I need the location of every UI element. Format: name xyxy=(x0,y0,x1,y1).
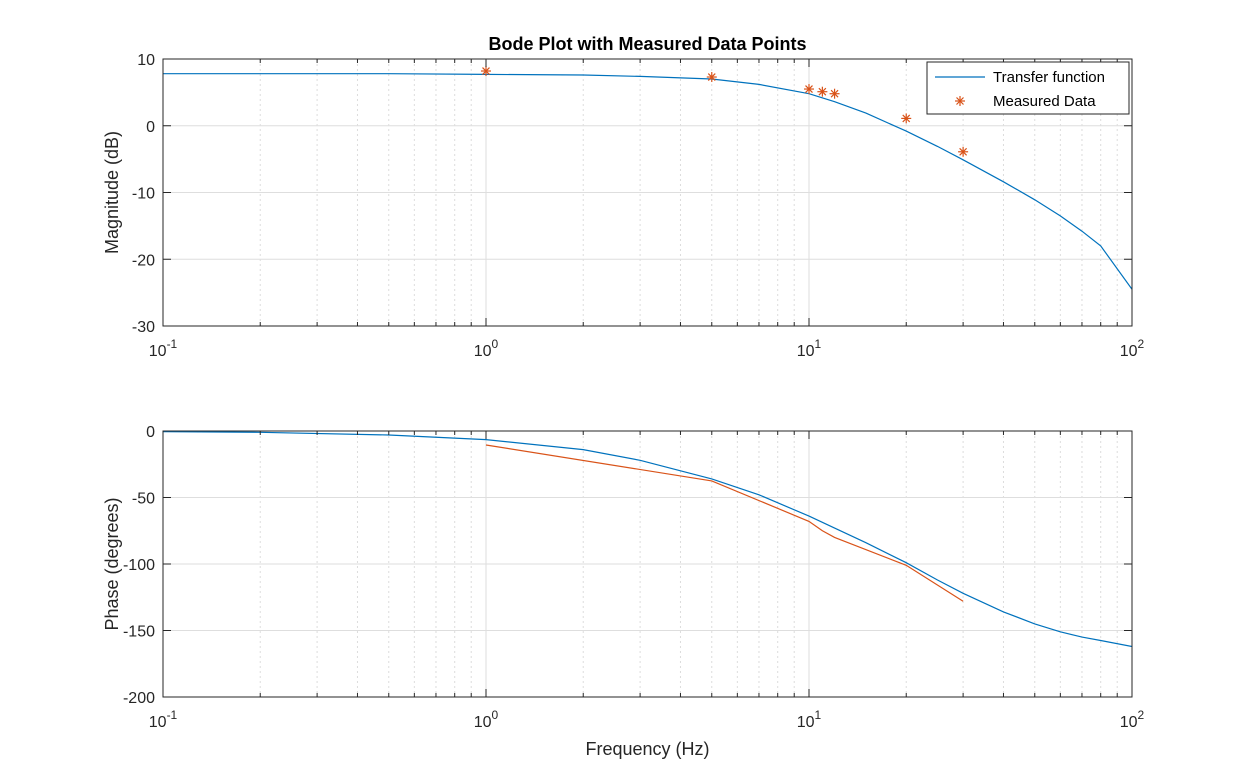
marker-stroke xyxy=(805,85,813,93)
phase-series-transfer-function-line xyxy=(163,431,1132,648)
legend-entry-label: Measured Data xyxy=(993,93,1096,110)
magnitude-series-measured-data-point xyxy=(901,113,912,124)
phase-x-tick-label: 102 xyxy=(1120,708,1145,731)
magnitude-series-transfer-function-line xyxy=(163,73,1132,290)
marker-stroke xyxy=(818,87,827,96)
marker-stroke xyxy=(902,114,911,123)
phase-x-tick-label: 100 xyxy=(474,708,499,731)
phase-y-tick-label: 0 xyxy=(146,424,155,441)
magnitude-series-measured-data-point xyxy=(817,86,828,97)
marker-stroke xyxy=(830,89,839,98)
phase-axes: 10-1 100 101 102 0 -50 -100 -150 -200 Phase (degr… xyxy=(102,424,1145,759)
phase-y-tick-label: -50 xyxy=(132,491,155,508)
marker-stroke xyxy=(959,147,968,156)
legend-box xyxy=(926,61,1130,115)
phase-series-measured-data-line xyxy=(485,444,964,602)
magnitude-y-tick-label: -20 xyxy=(132,252,155,269)
magnitude-y-tick-label: -30 xyxy=(132,319,155,336)
phase-x-axis-label: Frequency (Hz) xyxy=(585,739,709,759)
magnitude-series-measured-data-point xyxy=(829,88,840,99)
phase-y-tick-label: -150 xyxy=(123,624,155,641)
magnitude-y-tick-label: -10 xyxy=(132,186,155,203)
magnitude-x-tick-label: 10-1 xyxy=(149,337,178,360)
magnitude-y-tick-label: 10 xyxy=(137,52,155,69)
legend: Transfer function Measured Data xyxy=(926,61,1130,115)
marker-stroke xyxy=(707,73,716,81)
phase-x-tick-label: 101 xyxy=(797,708,822,731)
legend-entry-label: Transfer function xyxy=(993,69,1105,86)
magnitude-series-measured-data-point xyxy=(706,72,717,83)
phase-y-tick-label: -200 xyxy=(123,690,155,707)
magnitude-x-tick-label: 102 xyxy=(1120,337,1145,360)
chart-title: Bode Plot with Measured Data Points xyxy=(488,34,806,54)
marker-stroke xyxy=(482,67,490,75)
magnitude-y-tick-label: 0 xyxy=(146,119,155,136)
magnitude-series-measured-data-point xyxy=(958,146,969,157)
legend-swatch-marker xyxy=(955,96,965,106)
magnitude-y-axis-label: Magnitude (dB) xyxy=(102,131,122,254)
phase-y-axis-label: Phase (degrees) xyxy=(102,497,122,630)
marker-stroke xyxy=(956,97,964,105)
magnitude-x-tick-label: 101 xyxy=(797,337,822,360)
magnitude-x-tick-label: 100 xyxy=(474,337,499,360)
magnitude-series-measured-data-point xyxy=(804,84,814,95)
magnitude-series-measured-data-point xyxy=(481,66,491,77)
phase-y-tick-label: -100 xyxy=(123,557,155,574)
phase-x-tick-label: 10-1 xyxy=(149,708,178,731)
